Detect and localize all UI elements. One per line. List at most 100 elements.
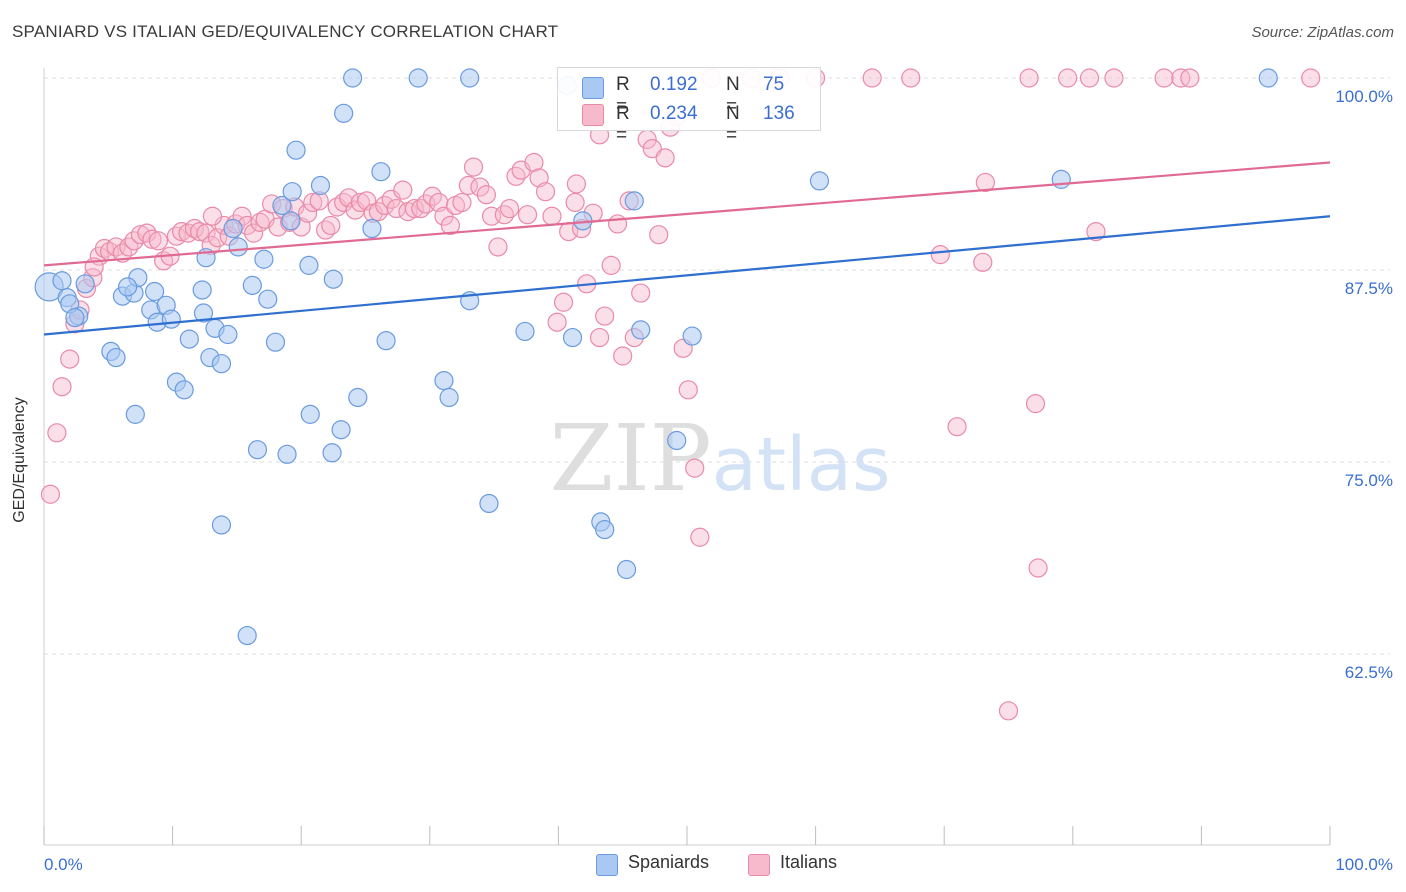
- italians-r-value: 0.234: [650, 103, 698, 124]
- y-tick-label: 75.0%: [1345, 471, 1393, 490]
- x-tick-label: 0.0%: [44, 855, 83, 874]
- italians-point: [566, 174, 587, 194]
- spaniards-point: [1051, 169, 1071, 189]
- italians-point: [119, 237, 139, 257]
- italians-point: [947, 417, 967, 437]
- spaniards-point: [237, 625, 257, 646]
- spaniards-point: [624, 191, 644, 211]
- spaniards-point: [331, 420, 351, 440]
- italians-point: [202, 206, 223, 226]
- italians-point: [1301, 68, 1321, 88]
- italians-point: [137, 223, 157, 243]
- spaniards-point: [323, 269, 343, 289]
- italians-point: [1154, 68, 1174, 88]
- italians-point: [553, 292, 574, 312]
- spaniards-point: [408, 68, 428, 88]
- spaniards-point: [1258, 68, 1278, 88]
- italians-point: [975, 172, 995, 193]
- spaniards-point: [348, 387, 368, 408]
- italians-points: [40, 68, 1321, 721]
- italians-point: [678, 380, 698, 400]
- spaniards-points: [34, 68, 1278, 646]
- italians-point: [524, 152, 544, 173]
- italians-point: [685, 458, 705, 478]
- italians-point: [589, 327, 610, 348]
- spaniards-point: [809, 171, 830, 191]
- italians-point: [184, 218, 205, 239]
- italians-point: [601, 255, 621, 275]
- spaniards-point: [179, 329, 199, 349]
- italians-point: [494, 205, 514, 225]
- spaniards-point: [65, 308, 85, 328]
- spaniards-point: [125, 404, 145, 424]
- watermark-zip: ZIP: [550, 405, 712, 512]
- spaniards-point: [434, 370, 454, 391]
- trend-lines: [43, 161, 1331, 336]
- italians-point: [476, 185, 496, 205]
- y-tick-label: 100.0%: [1335, 87, 1393, 106]
- spaniards-point: [277, 444, 297, 464]
- italians-point: [196, 223, 216, 243]
- italians-legend-swatch: [748, 854, 770, 876]
- italians-point: [130, 225, 151, 245]
- italians-point: [440, 215, 460, 236]
- spaniards-point: [322, 443, 342, 463]
- grid-lines: [44, 77, 1390, 655]
- spaniards-point: [144, 281, 165, 302]
- spaniards-point: [562, 327, 583, 348]
- spaniards-point: [334, 103, 354, 123]
- tick-labels: 62.5% 75.0% 87.5% 100.0% 0.0% 100.0%: [44, 87, 1393, 874]
- spaniards-point: [300, 404, 320, 424]
- italians-point: [404, 198, 424, 219]
- italians-point: [250, 212, 270, 232]
- spaniards-point: [218, 324, 238, 345]
- italians-point: [535, 182, 556, 202]
- italians-point: [1019, 68, 1039, 88]
- spaniards-point: [281, 211, 301, 231]
- italians-point: [973, 252, 993, 272]
- italians-point: [463, 157, 484, 177]
- spaniards-point: [631, 320, 651, 340]
- italians-point: [862, 68, 882, 88]
- spaniards-point: [439, 387, 459, 408]
- italians-point: [298, 203, 318, 223]
- spaniards-point: [174, 380, 194, 400]
- source-label: Source: ZipAtlas.com: [1251, 24, 1394, 41]
- spaniards-point: [247, 440, 268, 460]
- spaniards-point: [460, 68, 480, 88]
- spaniards-point: [299, 255, 319, 275]
- n-label: N =: [726, 103, 740, 146]
- italians-point: [649, 225, 669, 245]
- spaniards-point: [161, 309, 181, 329]
- italians-point: [998, 701, 1019, 721]
- spaniards-point: [242, 275, 262, 295]
- legend-italians-label: Italians: [780, 852, 838, 872]
- italians-swatch: [582, 104, 604, 126]
- italians-point: [40, 484, 61, 504]
- spaniards-point: [272, 195, 292, 216]
- italians-point: [1025, 394, 1046, 414]
- spaniards-point: [228, 237, 248, 257]
- italians-point: [901, 68, 921, 88]
- spaniards-point: [193, 303, 214, 323]
- spaniards-point: [362, 218, 382, 239]
- italians-point: [631, 283, 651, 303]
- italians-point: [1079, 68, 1100, 88]
- italians-point: [60, 349, 80, 369]
- italians-point: [303, 192, 323, 213]
- spaniards-r-value: 0.192: [650, 74, 698, 95]
- italians-point: [655, 148, 675, 168]
- spaniards-point: [616, 559, 637, 580]
- italians-point: [452, 192, 472, 213]
- axes: [43, 68, 1331, 846]
- italians-point: [142, 229, 162, 249]
- y-tick-label: 87.5%: [1345, 279, 1393, 298]
- italians-point: [190, 222, 210, 242]
- spaniards-n-value: 75: [763, 74, 785, 95]
- y-tick-label: 62.5%: [1345, 663, 1393, 682]
- italians-point: [52, 377, 72, 397]
- spaniards-point: [376, 331, 396, 351]
- spaniards-point: [667, 430, 687, 451]
- italians-trend-line: [43, 161, 1331, 267]
- italians-point: [607, 214, 628, 234]
